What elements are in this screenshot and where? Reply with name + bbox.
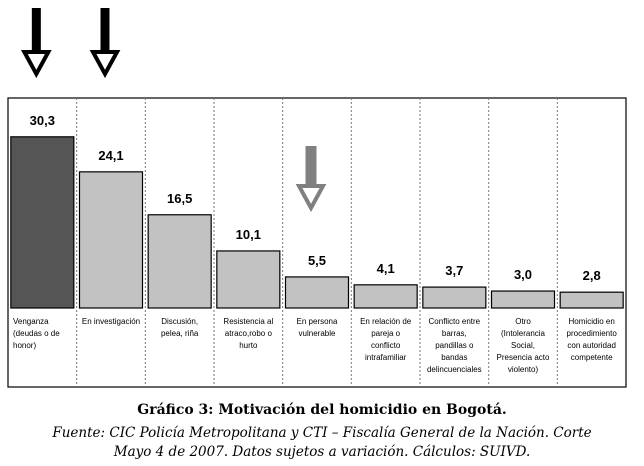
down-arrow-icon <box>89 50 121 79</box>
data-label: 10,1 <box>236 227 261 242</box>
data-label: 16,5 <box>167 191 192 206</box>
category-label: En persona vulnerable <box>297 317 338 338</box>
data-label: 3,0 <box>514 267 532 282</box>
down-arrow-icon <box>20 50 52 79</box>
data-label: 2,8 <box>583 268 601 283</box>
category-label: En relación de pareja o conflicto intrafami… <box>360 317 412 362</box>
figure-caption-source-line-1: Fuente: CIC Policía Metropolitana y CTI … <box>52 425 592 441</box>
category-label: Otro (Intolerancia Social, Presencia acto vi… <box>497 317 550 374</box>
chart: 30,3 Venganza (deudas o de honor) 24,1 En inv… <box>7 8 627 388</box>
figure-caption-source: Fuente: CIC Policía Metropolitana y CTI … <box>0 424 644 462</box>
down-arrow-icon <box>305 146 317 186</box>
figure-caption-source-line-2: Mayo 4 de 2007. Datos sujetos a variació… <box>113 444 531 460</box>
data-label: 30,3 <box>30 113 55 128</box>
data-label: 4,1 <box>377 261 395 276</box>
bar <box>284 276 350 309</box>
category-label: Discusión, pelea, riña <box>161 317 199 338</box>
data-label: 24,1 <box>98 148 123 163</box>
bar <box>422 286 487 309</box>
category-label: Conflicto entre barras, pandillas o bandas d… <box>427 317 482 374</box>
data-label: 3,7 <box>445 263 463 278</box>
bar <box>216 250 281 309</box>
category-label: Homicidio en procedimiento con autoridad co… <box>567 317 618 362</box>
bar <box>147 214 212 309</box>
category-label: Resistencia al atraco,robo o hurto <box>223 317 273 350</box>
down-arrow-icon <box>295 184 327 213</box>
down-arrow-icon <box>31 8 41 52</box>
bar-chart: 30,3 Venganza (deudas o de honor) 24,1 En inv… <box>7 8 627 388</box>
bar <box>78 171 144 309</box>
down-arrow-icon <box>100 8 110 52</box>
bar <box>353 284 418 309</box>
bar <box>559 291 624 309</box>
category-label: En investigación <box>82 317 140 326</box>
figure-caption-title: Gráfico 3: Motivación del homicidio en B… <box>137 402 507 418</box>
category-label: Venganza (deudas o de honor) <box>13 317 60 350</box>
data-label: 5,5 <box>308 253 326 268</box>
bar <box>490 290 556 309</box>
bar <box>10 136 75 309</box>
